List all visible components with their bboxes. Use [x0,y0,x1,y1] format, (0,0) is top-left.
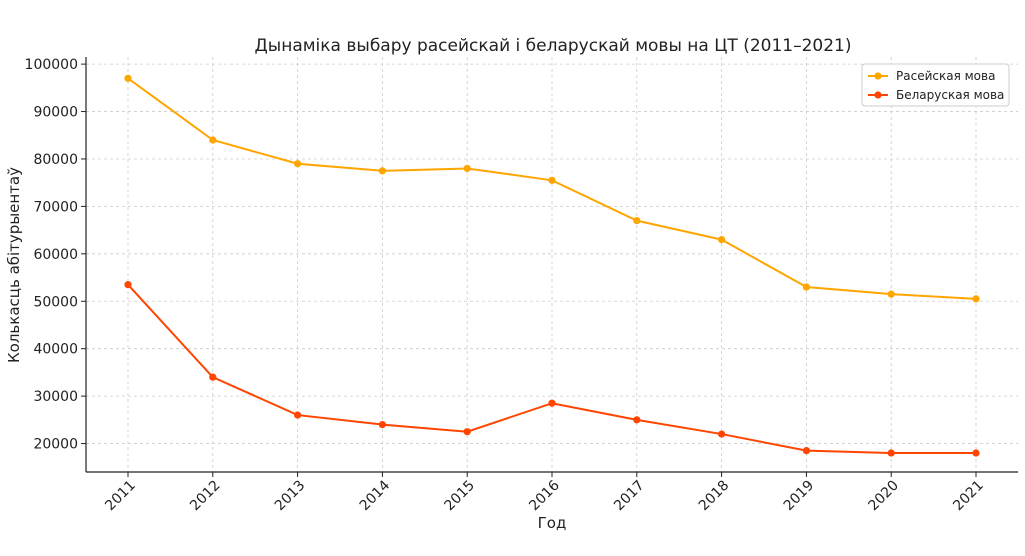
x-tick-label: 2013 [272,478,309,515]
legend-marker [874,91,882,99]
data-point [802,447,811,455]
data-point [124,74,132,82]
legend-marker [874,72,882,80]
data-point [802,283,811,291]
legend-item: Расейская мова [868,69,995,83]
data-point [463,164,471,173]
x-tick-label: 2011 [102,478,139,515]
data-point [887,290,895,298]
data-point [718,236,726,244]
legend: Расейская мова Беларуская мова [861,63,1010,107]
x-tick-label: 2018 [696,478,733,515]
y-tick-label: 20000 [33,437,78,453]
data-point [124,281,132,289]
data-point [633,217,641,225]
data-point [378,420,386,429]
y-tick-label: 40000 [33,342,78,358]
legend-label: Расейская мова [896,69,995,83]
data-point [887,449,895,457]
y-tick-label: 30000 [33,389,78,405]
data-point [548,176,556,184]
grid-lines [86,57,1018,472]
series-2 [124,281,980,457]
legend-box [861,63,1010,107]
x-tick-label: 2014 [357,477,394,514]
y-axis-label: Колькасць абітурыентаў [5,167,23,363]
x-tick-label: 2017 [611,478,648,515]
x-tick-label: 2016 [526,477,563,514]
x-tick-label: 2015 [442,478,479,515]
y-axis-ticks: 20000 30000 40000 50000 60000 70000 80000 90000… [25,57,86,453]
x-tick-label: 2020 [866,478,903,515]
data-point [209,373,217,381]
series-1 [124,74,980,303]
chart-title: Дынаміка выбару расейскай і беларускай м… [255,36,852,56]
data-point [294,411,302,419]
y-tick-label: 70000 [33,199,78,215]
x-tick-label: 2019 [781,478,818,515]
data-point [378,167,386,175]
y-tick-label: 100000 [25,57,78,73]
legend-item: Беларуская мова [868,88,1004,102]
data-point [718,430,726,438]
data-point [972,295,980,303]
y-tick-label: 60000 [33,247,78,263]
legend-label: Беларуская мова [896,88,1004,102]
y-tick-label: 50000 [33,294,78,310]
data-point [463,428,471,436]
x-tick-label: 2012 [187,478,224,515]
data-point [633,416,641,424]
series [124,74,980,457]
x-axis-ticks: 2011 2012 2013 2014 2015 2016 2017 2018 2019 2020… [102,472,987,514]
x-tick-label: 2021 [950,478,987,515]
data-point [209,136,217,144]
data-point [294,160,302,168]
y-tick-label: 90000 [33,105,78,121]
data-point [548,399,556,407]
data-point [972,449,980,457]
y-tick-label: 80000 [33,152,78,168]
x-axis-label: Год [538,514,567,532]
